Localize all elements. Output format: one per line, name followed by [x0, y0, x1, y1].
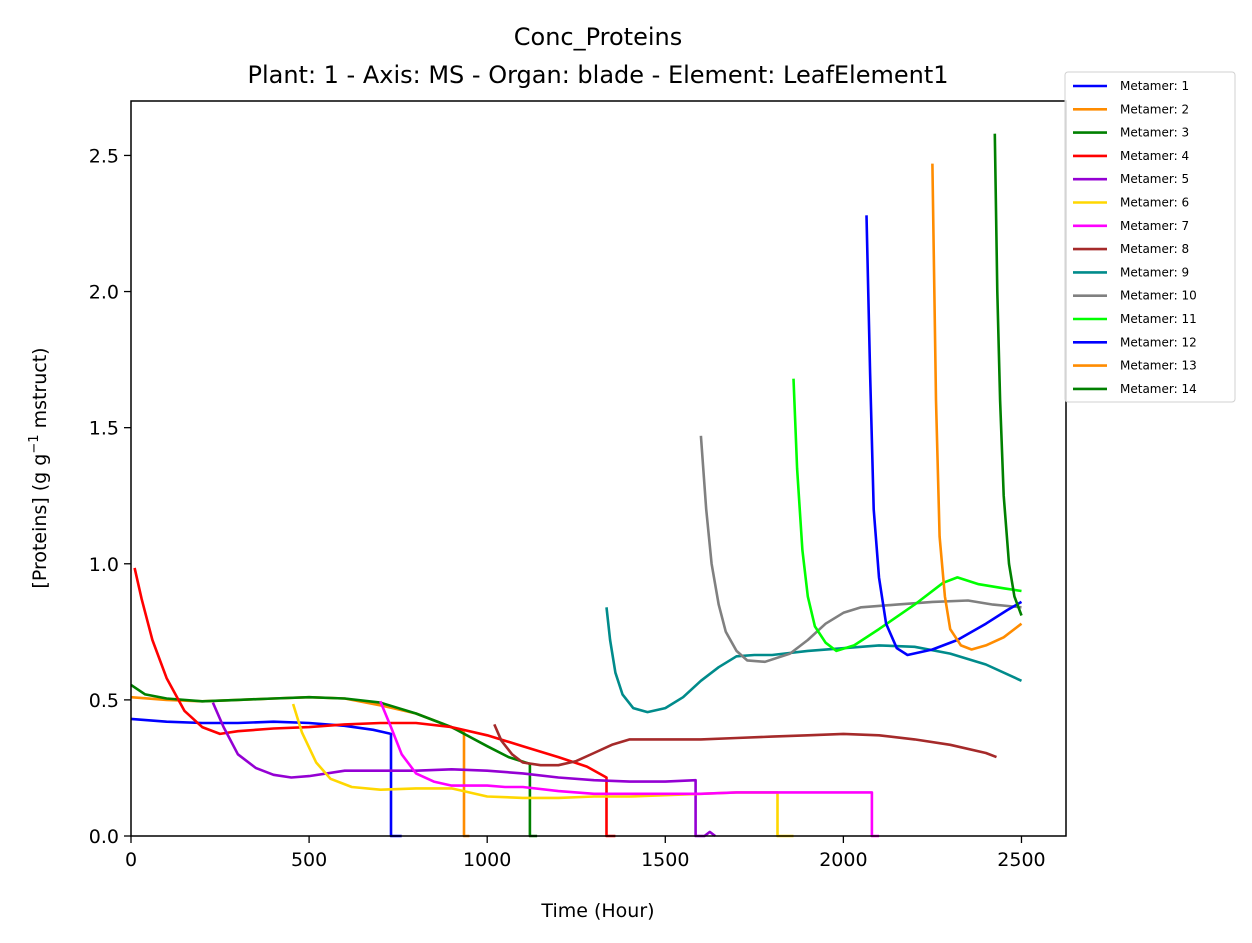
x-tick-label: 1000	[463, 849, 511, 871]
series-line-metamer-8	[493, 723, 997, 767]
series-line-metamer-13	[931, 163, 1023, 651]
x-tick-label: 2000	[819, 849, 867, 871]
series-line-metamer-9	[605, 607, 1023, 714]
legend-label: Metamer: 7	[1120, 219, 1189, 233]
series-line-metamer-1	[130, 717, 402, 838]
series-line-metamer-4	[133, 567, 616, 838]
series-layer	[130, 133, 1023, 838]
y-tick-label: 0.5	[89, 690, 119, 712]
series-line-metamer-12	[865, 215, 1023, 657]
legend-label: Metamer: 13	[1120, 359, 1197, 373]
x-axis-label: Time (Hour)	[540, 900, 654, 922]
x-tick-label: 2500	[997, 849, 1045, 871]
y-tick-label: 1.5	[89, 418, 119, 440]
legend-label: Metamer: 3	[1120, 126, 1189, 140]
legend-label: Metamer: 11	[1120, 312, 1197, 326]
y-tick-label: 2.0	[89, 282, 119, 304]
legend-label: Metamer: 10	[1120, 289, 1197, 303]
y-axis-label-superscript: −1	[27, 434, 42, 453]
series-line-metamer-10	[699, 435, 1022, 664]
legend-label: Metamer: 2	[1120, 102, 1189, 116]
y-axis-label-tail: mstruct)	[29, 347, 51, 434]
y-tick-label: 2.5	[89, 145, 119, 167]
y-axis: 0.0 0.5 1.0 1.5 2.0 2.5	[89, 145, 131, 848]
series-line-metamer-11	[792, 378, 1022, 653]
series-line-metamer-2	[130, 695, 470, 838]
series-line-metamer-3	[130, 683, 538, 838]
legend-label: Metamer: 8	[1120, 242, 1189, 256]
y-axis-label: [Proteins] (g g−1 mstruct)	[27, 347, 51, 588]
plot-frame	[130, 100, 1067, 837]
y-tick-label: 1.0	[89, 554, 119, 576]
x-axis: 0 500 1000 1500 2000 2500	[125, 836, 1046, 871]
chart-title: Conc_Proteins	[514, 23, 682, 51]
series-line-metamer-14	[993, 133, 1023, 616]
legend-label: Metamer: 4	[1120, 149, 1189, 163]
x-tick-label: 1500	[641, 849, 689, 871]
chart-subtitle: Plant: 1 - Axis: MS - Organ: blade - Ele…	[247, 61, 948, 89]
x-tick-label: 0	[125, 849, 137, 871]
y-axis-label-main: [Proteins] (g g	[29, 454, 51, 589]
legend-label: Metamer: 9	[1120, 265, 1189, 279]
legend-label: Metamer: 5	[1120, 172, 1189, 186]
legend-label: Metamer: 6	[1120, 196, 1189, 210]
x-tick-label: 500	[291, 849, 327, 871]
legend-label: Metamer: 1	[1120, 79, 1189, 93]
legend-box	[1064, 71, 1236, 403]
series-line-metamer-5	[211, 702, 716, 838]
legend: Metamer: 1 Metamer: 2 Metamer: 3 Metamer: 4…	[1064, 71, 1236, 403]
legend-label: Metamer: 12	[1120, 335, 1197, 349]
y-tick-label: 0.0	[89, 826, 119, 848]
legend-label: Metamer: 14	[1120, 382, 1197, 396]
series-line-metamer-7	[379, 700, 879, 838]
